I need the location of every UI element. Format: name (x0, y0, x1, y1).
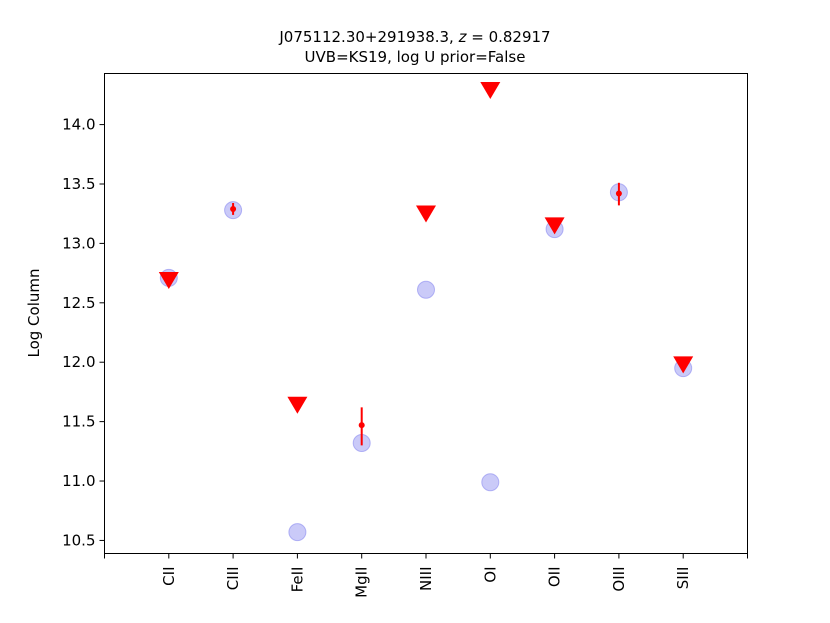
y-tick-label: 14.0 (62, 116, 95, 134)
chart-marks (158, 81, 694, 542)
x-tick-label: OI (481, 567, 499, 583)
x-tick-label: FeII (288, 567, 306, 593)
x-tick-label: SIII (674, 567, 692, 590)
x-axis-ticks: CII CIII FeII MgII NIII OI OII OIII SIII (104, 553, 748, 598)
measured-point (358, 422, 365, 429)
x-tick-label: CII (160, 567, 178, 586)
model-circle-point (288, 523, 307, 542)
y-tick-label: 13.5 (62, 175, 95, 193)
y-tick-label: 12.0 (62, 353, 95, 371)
y-tick-label: 13.0 (62, 234, 95, 252)
title-z-value: = 0.82917 (466, 28, 551, 46)
y-tick-label: 11.5 (62, 413, 95, 431)
y-tick-label: 10.5 (62, 531, 95, 549)
upper-limit-triangle (158, 272, 179, 290)
y-axis-label: Log Column (25, 268, 43, 357)
chart-title-line-2: UVB=KS19, log U prior=False (304, 48, 526, 66)
upper-limit-triangle (416, 205, 436, 223)
title-object-name: J075112.30+291938.3, (279, 28, 459, 46)
title-z-symbol: z (458, 28, 467, 46)
y-axis-ticks: 10.5 11.0 11.5 12.0 12.5 13.0 13.5 14.0 (62, 116, 105, 549)
chart-title-line-1: J075112.30+291938.3, z = 0.82917 (0, 28, 830, 46)
x-tick-label: NIII (417, 567, 435, 592)
y-tick-label: 12.5 (62, 294, 95, 312)
upper-limit-triangle (287, 396, 308, 414)
upper-limit-triangle (673, 356, 694, 374)
x-tick-label: CIII (224, 567, 242, 591)
model-circle-point (417, 280, 435, 299)
measured-point (230, 205, 237, 212)
upper-limit-triangle (480, 81, 501, 99)
model-circle-point (481, 473, 500, 492)
measured-point (615, 190, 622, 197)
x-tick-label: MgII (353, 567, 371, 598)
y-tick-label: 11.0 (62, 472, 95, 490)
x-tick-label: OII (546, 567, 564, 588)
upper-limit-triangle (544, 217, 565, 235)
plot-frame (104, 73, 748, 554)
x-tick-label: OIII (610, 567, 628, 592)
